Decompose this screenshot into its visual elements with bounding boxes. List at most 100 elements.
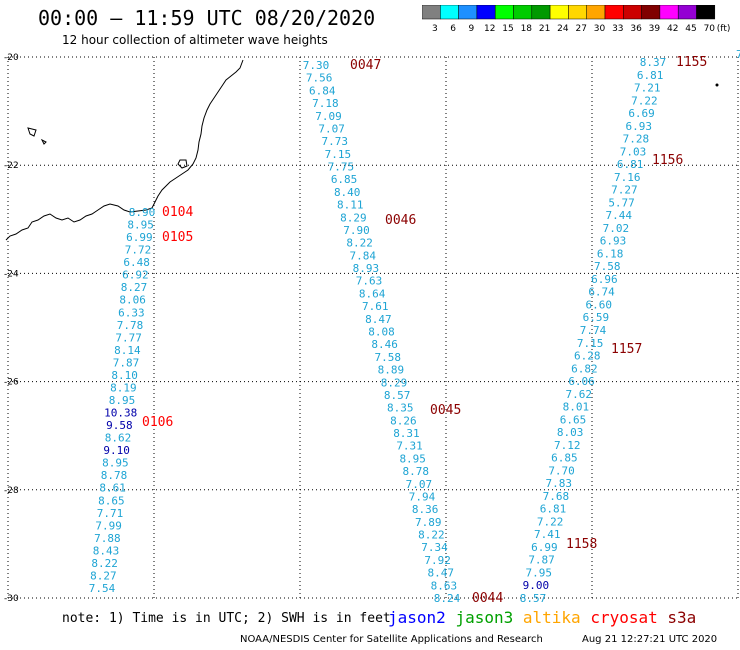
swh-value: 8.06 — [119, 294, 146, 307]
swh-value: 8.35 — [387, 402, 414, 415]
swh-value: 7.63 — [356, 275, 383, 288]
swh-value: 7.61 — [362, 300, 389, 313]
data-point-marker — [715, 83, 719, 87]
swh-value: 7.22 — [537, 515, 564, 528]
swh-value: 8.26 — [390, 414, 417, 427]
latitude-tick-label: -28 — [4, 486, 19, 496]
swh-value: 6.65 — [560, 413, 587, 426]
swh-value: 7.12 — [554, 439, 581, 452]
swh-value: 8.95 — [109, 394, 136, 407]
page-title: 00:00 – 11:59 UTC 08/20/2020 — [38, 6, 376, 30]
swh-value: 8.10 — [111, 369, 138, 382]
track-layer: 8.908.956.997.726.486.928.278.066.337.78… — [89, 55, 708, 605]
satellite-label: jason2 — [388, 608, 456, 627]
swh-value: 6.33 — [118, 306, 145, 319]
swh-value: 7.89 — [415, 516, 442, 529]
scale-tick-label: 24 — [557, 24, 569, 34]
swh-value: 7.92 — [424, 554, 451, 567]
satellite-label: cryosat — [590, 608, 668, 627]
satellite-label: s3a — [667, 608, 697, 627]
page-subtitle: 12 hour collection of altimeter wave hei… — [62, 33, 328, 47]
swh-value: 7.07 — [406, 478, 433, 491]
scale-tick-label: 45 — [685, 24, 696, 34]
scale-tick-label: 12 — [484, 24, 495, 34]
swh-value: 8.62 — [105, 432, 132, 445]
swh-value: 7.09 — [315, 110, 342, 123]
swh-value: 5.77 — [608, 196, 635, 209]
scale-unit-label: (ft) — [717, 24, 731, 34]
coastline — [5, 59, 244, 241]
swh-value: 8.57 — [384, 389, 411, 402]
swh-value: 6.81 — [637, 69, 664, 82]
generated-timestamp: Aug 21 12:27:21 UTC 2020 — [582, 634, 718, 645]
swh-value: 7.22 — [631, 94, 658, 107]
swh-value: 7.31 — [396, 440, 423, 453]
swh-value: 8.22 — [346, 237, 373, 250]
swh-value: 6.69 — [628, 107, 655, 120]
swh-value: 7.07 — [318, 122, 345, 135]
scale-tick-label: 3 — [432, 24, 438, 34]
swh-value: 7.77 — [115, 331, 142, 344]
swh-value: 7.21 — [634, 82, 661, 95]
swh-value: 6.06 — [568, 375, 595, 388]
scale-tick-label: 42 — [667, 24, 678, 34]
island-path — [177, 159, 188, 169]
swh-value: 7.44 — [605, 209, 632, 222]
swh-value: 8.65 — [98, 494, 125, 507]
swh-value: 7.75 — [328, 161, 355, 174]
swh-value: 6.81 — [617, 158, 644, 171]
swh-value: 7.56 — [306, 72, 333, 85]
swh-value: 7.58 — [594, 260, 621, 273]
scale-tick-label: 6 — [450, 24, 456, 34]
swh-value: 8.36 — [412, 503, 439, 516]
scale-tick-label: 39 — [649, 24, 661, 34]
swh-value: 6.84 — [309, 84, 336, 97]
swh-value: 7.70 — [548, 464, 575, 477]
swh-value: 7.71 — [97, 507, 124, 520]
altimeter-map: -45-42-39-36-33-30-20-22-24-26-28-30 8.9… — [4, 48, 740, 605]
swh-value: 6.99 — [126, 231, 153, 244]
swh-value: 6.93 — [600, 235, 627, 248]
swh-value: 8.22 — [418, 529, 445, 542]
swh-value: 8.29 — [340, 211, 367, 224]
swh-value: 7.30 — [303, 59, 330, 72]
swh-value: 7.15 — [325, 148, 352, 161]
coastline-path — [5, 59, 244, 241]
swh-value: 6.85 — [331, 173, 358, 186]
swh-value: 8.08 — [368, 326, 395, 339]
swh-value: 7.78 — [117, 319, 144, 332]
swh-value: 7.68 — [543, 490, 570, 503]
track-time-label: 0044 — [472, 591, 503, 605]
swh-value: 7.83 — [545, 477, 572, 490]
swh-value: 7.34 — [421, 541, 448, 554]
swh-value: 8.29 — [381, 376, 408, 389]
swh-value: 8.61 — [99, 482, 126, 495]
swh-value: 8.19 — [110, 381, 137, 394]
track-time-label: 1156 — [652, 153, 683, 168]
swh-value: 8.78 — [403, 465, 430, 478]
swh-value: 7.87 — [113, 356, 140, 369]
swh-value: 8.40 — [334, 186, 361, 199]
track-time-label: 0105 — [162, 230, 193, 245]
swh-value: 7.73 — [321, 135, 348, 148]
swh-value: 6.92 — [122, 269, 149, 282]
swh-value: 6.59 — [583, 311, 610, 324]
swh-value: 6.93 — [625, 120, 652, 133]
swh-value: 6.81 — [540, 503, 567, 516]
scale-tick-label: 70 — [704, 24, 716, 34]
swh-value: 7.18 — [312, 97, 339, 110]
track-time-label: 1157 — [611, 342, 642, 357]
swh-value: 8.37 — [640, 56, 667, 69]
satellite-label: jason3 — [455, 608, 523, 627]
swh-value: 8.47 — [428, 567, 455, 580]
swh-value: 6.28 — [574, 350, 601, 363]
swh-value: 6.48 — [123, 256, 150, 269]
swh-value: 7.58 — [374, 351, 401, 364]
latitude-tick-label: -20 — [4, 53, 19, 63]
swh-value: 7.28 — [623, 133, 650, 146]
swh-value: 7.54 — [89, 582, 116, 595]
swh-value: 8.89 — [378, 364, 405, 377]
swh-value: 8.22 — [91, 557, 118, 570]
latitude-tick-label: -24 — [4, 269, 19, 279]
track-time-label: 0047 — [350, 58, 381, 73]
